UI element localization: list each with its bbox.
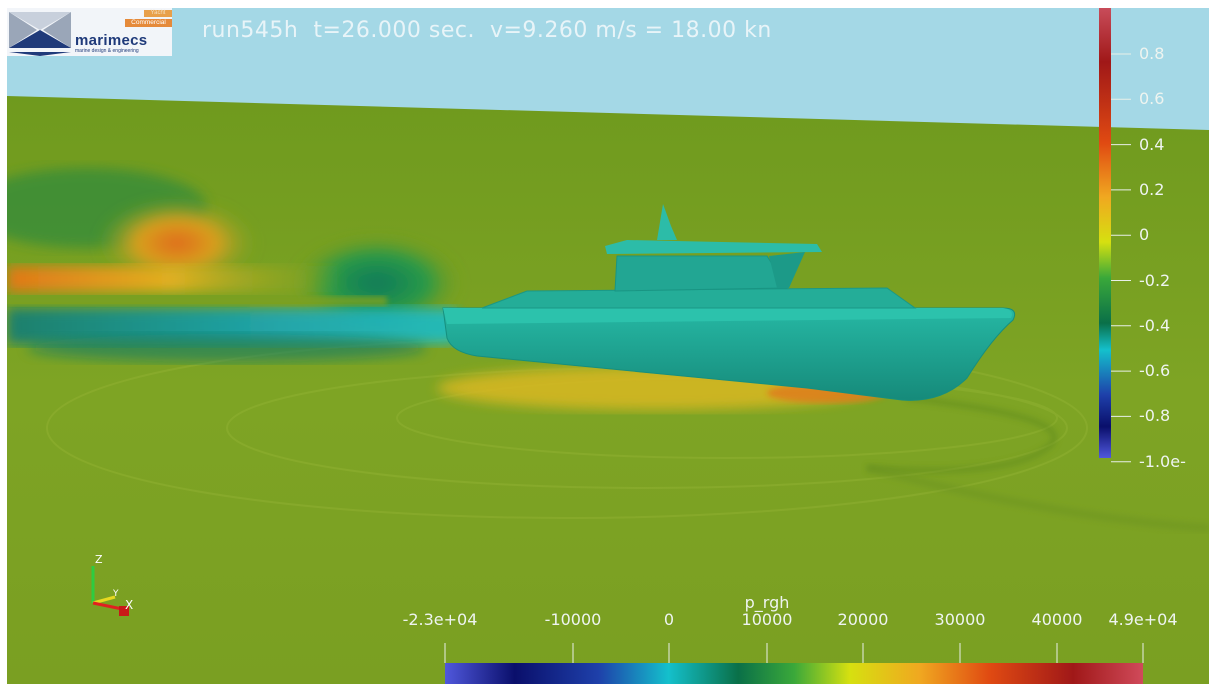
vertical-colorbar-tick-label: 0.4 [1139, 134, 1165, 154]
axis-x-label: X [125, 598, 134, 612]
horizontal-colorbar-tick-label: -2.3e+04 [402, 610, 478, 629]
horizontal-colorbar-tick-label: 10000 [741, 610, 793, 629]
render-viewport[interactable]: Yacht Commercial marimecs marine design … [7, 8, 1209, 684]
logo-tagline: marine design & engineering [75, 48, 139, 54]
horizontal-colorbar-tick-label: 40000 [1031, 610, 1083, 629]
run-title: run545h t=26.000 sec. v=9.260 m/s = 18.0… [202, 18, 772, 43]
vertical-colorbar-tick-label: 0 [1139, 225, 1150, 245]
vertical-colorbar-tick-label: -0.2 [1139, 270, 1171, 290]
colorbar-title: p_rgh [744, 593, 790, 612]
boat-model[interactable] [442, 204, 1016, 401]
horizontal-colorbar-tick-label: 20000 [837, 610, 889, 629]
badge-commercial: Commercial [125, 19, 172, 27]
logo-bowtie-icon [9, 12, 71, 56]
wake-ridge [866, 395, 1058, 474]
vertical-colorbar-tick-label: -1.0e- [1139, 451, 1186, 471]
vertical-colorbar-tick-label: 0.2 [1139, 179, 1165, 199]
badge-yacht: Yacht [144, 10, 172, 17]
boat-superstructure [614, 255, 788, 292]
vertical-colorbar-tick-label: -0.6 [1139, 361, 1171, 381]
boat-mast [657, 204, 677, 240]
vertical-colorbar-tick-label: 0.6 [1139, 89, 1165, 109]
vertical-colorbar[interactable] [1099, 8, 1111, 458]
horizontal-colorbar-tick-label: 0 [663, 610, 675, 629]
boat-hull-sheer [443, 308, 1012, 324]
axis-y-line [92, 595, 116, 605]
axis-origin [119, 606, 129, 616]
axis-z-label: Z [95, 553, 103, 566]
horizontal-colorbar[interactable] [445, 663, 1143, 684]
horizontal-colorbar-tick-label: -10000 [544, 610, 602, 629]
boat-roof [605, 240, 822, 254]
boat-windows [769, 252, 805, 288]
boat-hull [442, 307, 1016, 401]
scene-canvas [7, 8, 1209, 684]
marimecs-logo[interactable]: Yacht Commercial marimecs marine design … [7, 8, 172, 56]
horizontal-colorbar-ticks [444, 643, 1144, 663]
vertical-colorbar-tick-label: -0.4 [1139, 315, 1171, 335]
vertical-colorbar-tick-label: 0.8 [1139, 44, 1165, 63]
vertical-colorbar-ticks [1111, 53, 1131, 463]
axes-triad[interactable] [91, 566, 129, 616]
vertical-colorbar-tick-label: -0.8 [1139, 406, 1171, 426]
horizontal-colorbar-tick-label: 30000 [934, 610, 986, 629]
wake-ridge-outer [865, 464, 1209, 532]
boat-cabin [481, 287, 917, 309]
axis-y-label: Y [113, 589, 119, 599]
logo-brand: marimecs [75, 32, 148, 49]
horizontal-colorbar-tick-label: 4.9e+04 [1108, 610, 1178, 629]
